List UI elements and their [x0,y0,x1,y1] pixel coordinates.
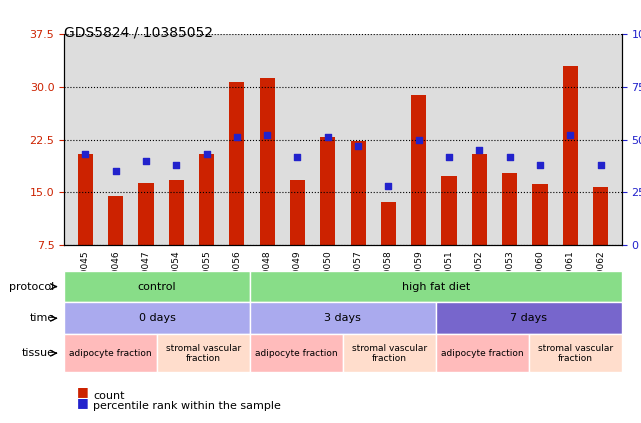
Bar [502,173,517,245]
Point [141,157,151,164]
Text: 3 days: 3 days [324,313,362,323]
Text: adipocyte fraction: adipocyte fraction [255,349,338,358]
Bar [229,82,244,245]
Text: stromal vascular
fraction: stromal vascular fraction [352,343,427,363]
Point [474,147,485,154]
Bar [593,187,608,245]
Text: adipocyte fraction: adipocyte fraction [69,349,152,358]
Bar [78,154,93,245]
Point [171,162,181,168]
Point [595,162,606,168]
Point [353,143,363,149]
Bar [260,78,275,245]
Point [383,183,394,190]
Text: high fat diet: high fat diet [402,282,470,291]
Text: stromal vascular
fraction: stromal vascular fraction [538,343,613,363]
Bar [381,202,396,245]
Bar [563,66,578,245]
Text: tissue: tissue [22,348,54,358]
Point [413,136,424,143]
Bar [533,184,547,245]
Text: adipocyte fraction: adipocyte fraction [441,349,524,358]
Point [535,162,545,168]
Bar [138,183,153,245]
Point [322,134,333,141]
Point [504,153,515,160]
Bar [442,176,456,245]
Bar [472,154,487,245]
Point [292,153,303,160]
Text: time: time [29,313,54,323]
Point [80,151,90,158]
Bar [169,181,184,245]
Bar [199,154,214,245]
Text: 0 days: 0 days [138,313,176,323]
Text: control: control [138,282,176,291]
Text: 7 days: 7 days [510,313,547,323]
Point [565,132,576,139]
Text: protocol: protocol [9,282,54,291]
Bar [411,95,426,245]
Bar [108,196,123,245]
Bar [351,141,365,245]
Text: stromal vascular
fraction: stromal vascular fraction [166,343,241,363]
Text: percentile rank within the sample: percentile rank within the sample [93,401,281,411]
Bar [290,180,305,245]
Text: count: count [93,390,124,401]
Point [262,132,272,139]
Point [110,168,121,175]
Point [201,151,212,158]
Point [444,153,454,160]
Bar [320,137,335,245]
Point [232,134,242,141]
Text: ■: ■ [77,385,88,398]
Text: ■: ■ [77,396,88,409]
Text: GDS5824 / 10385052: GDS5824 / 10385052 [64,25,213,39]
